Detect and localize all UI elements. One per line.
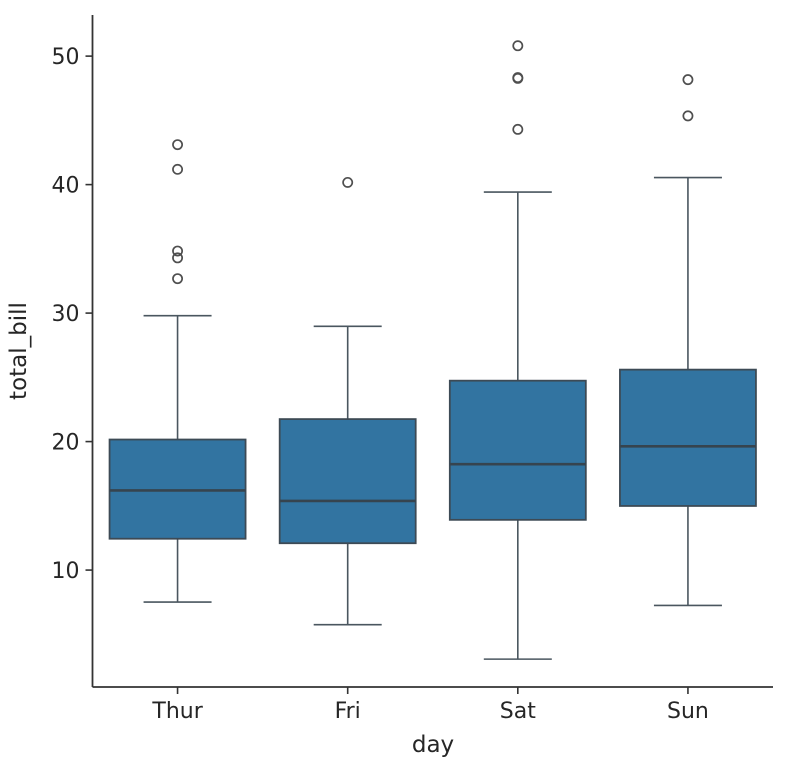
box-group-sat [448, 40, 587, 660]
x-tick-label-thur: Thur [151, 699, 203, 724]
outlier-point [172, 139, 184, 151]
iqr-box [448, 379, 587, 521]
x-tick-label-fri: Fri [335, 699, 361, 724]
outlier-point [172, 163, 184, 175]
outlier-point [512, 72, 524, 84]
boxes-layer [108, 40, 757, 660]
y-tick-label: 40 [52, 174, 80, 199]
x-tick-label-sat: Sat [500, 699, 536, 724]
y-tick-label: 20 [52, 431, 80, 456]
axes-layer: 10 20 30 40 50 Thur Fri Sat Sun [52, 15, 773, 724]
x-tick-label-sun: Sun [667, 699, 709, 724]
outlier-point [172, 273, 184, 285]
y-tick-label: 50 [52, 45, 80, 70]
outlier-point [682, 74, 694, 86]
iqr-box [619, 368, 757, 507]
outlier-point [682, 110, 694, 122]
outlier-point [342, 176, 354, 188]
iqr-box [278, 418, 417, 545]
box-group-thur [108, 139, 247, 603]
y-tick-label: 30 [52, 302, 80, 327]
box-group-sun [619, 74, 757, 607]
y-tick-label: 10 [52, 559, 80, 584]
outlier-point [512, 40, 524, 52]
box-group-fri [278, 176, 417, 626]
outlier-point [172, 252, 184, 264]
y-axis-label: total_bill [6, 302, 32, 400]
x-axis-label: day [412, 732, 454, 758]
outlier-point [172, 245, 184, 257]
outlier-point [512, 123, 524, 135]
